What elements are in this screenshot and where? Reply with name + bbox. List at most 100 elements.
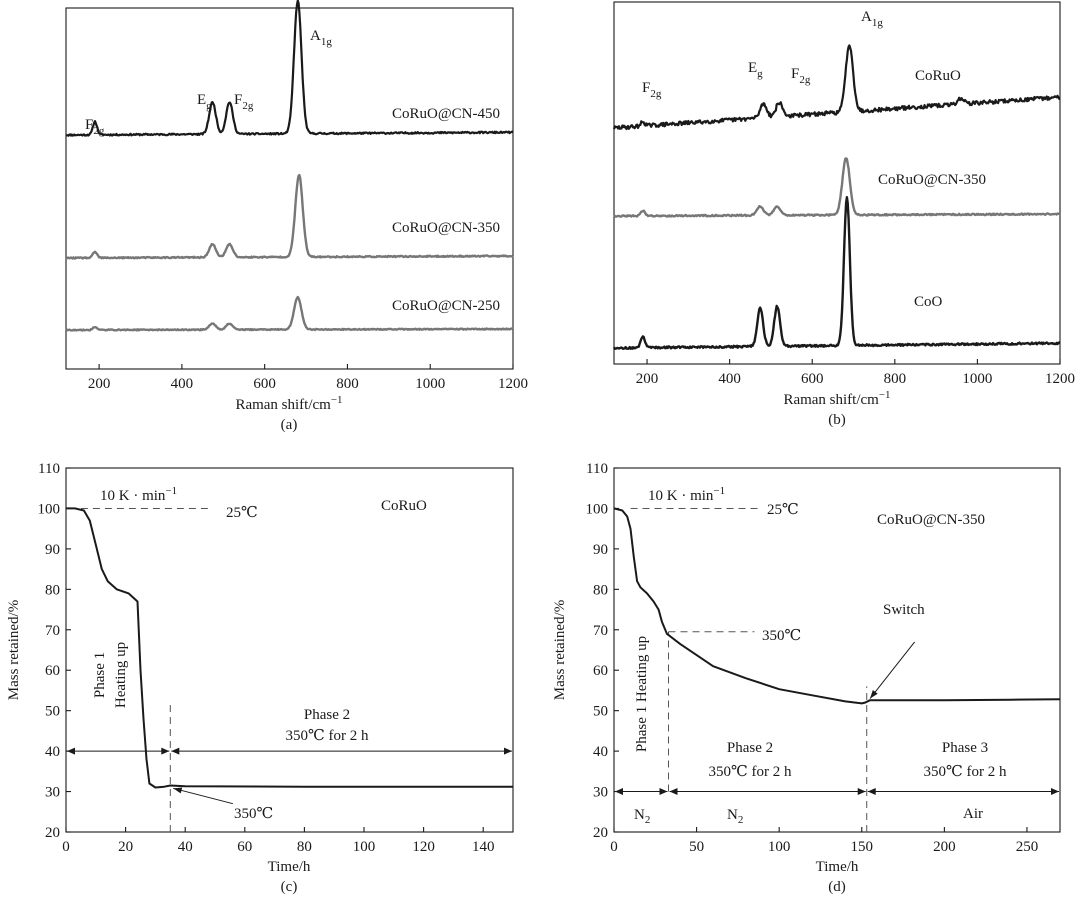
- panel-caption: (d): [828, 879, 846, 895]
- gas-air-label: Air: [963, 806, 983, 822]
- y-tick-label: 90: [45, 542, 60, 558]
- x-tick-label: 1000: [962, 371, 992, 387]
- x-tick-label: 1000: [415, 376, 445, 392]
- start-temp-label: 25℃: [767, 502, 799, 518]
- y-tick-label: 70: [45, 623, 60, 639]
- sample-label: CoRuO: [381, 498, 427, 514]
- end-temp-label: 350℃: [234, 806, 273, 822]
- x-tick-label: 250: [1016, 839, 1039, 855]
- sample-label: CoRuO@CN-350: [877, 512, 985, 528]
- x-tick-label: 1200: [1045, 371, 1075, 387]
- gas-n2-label: N2: [727, 807, 743, 826]
- series-coruo-cn-350: [613, 507, 1061, 705]
- x-axis-title: Raman shift/cm−1: [783, 389, 890, 408]
- arrow-head: [173, 787, 183, 794]
- y-axis-title: Mass retained/%: [6, 600, 22, 700]
- start-temp-label: 25℃: [226, 505, 258, 521]
- panel-caption: (c): [281, 879, 298, 895]
- x-axis-ticks: 200 400 600 800 1000 1200: [636, 359, 1075, 387]
- series-coruo-cn-350: [613, 157, 1061, 218]
- arrow-head: [161, 747, 170, 755]
- x-tick-label: 20: [118, 839, 133, 855]
- peak-label: A1g: [861, 9, 883, 29]
- arrow-head: [669, 788, 678, 796]
- x-tick-label: 40: [178, 839, 193, 855]
- x-tick-label: 50: [689, 839, 704, 855]
- panel-b-raman: 200 400 600 800 1000 1200 CoRuOCoRuO@CN-350Co…: [612, 1, 1075, 428]
- x-tick-label: 1200: [498, 376, 528, 392]
- y-tick-label: 100: [38, 501, 61, 517]
- temp-label: 350℃: [762, 628, 801, 644]
- series-label: CoRuO@CN-250: [392, 298, 500, 314]
- series-coruo: [612, 44, 1061, 131]
- x-tick-label: 80: [297, 839, 312, 855]
- y-tick-label: 20: [45, 825, 60, 841]
- x-tick-label: 140: [472, 839, 495, 855]
- series-label: CoRuO@CN-350: [878, 172, 986, 188]
- x-axis-ticks: 200 400 600 800 1000 1200: [88, 364, 528, 392]
- y-tick-label: 80: [45, 582, 60, 598]
- arrow-head: [504, 747, 512, 755]
- raman-curves: CoRuO@CN-450 CoRuO@CN-350 CoRuO@CN-250: [65, 0, 514, 332]
- peak-label: F2g: [791, 66, 811, 86]
- x-axis-title: Raman shift/cm−1: [235, 394, 342, 413]
- x-tick-label: 0: [610, 839, 618, 855]
- y-tick-label: 90: [593, 542, 608, 558]
- x-axis-title: Time/h: [816, 859, 859, 875]
- x-axis-title: Time/h: [268, 859, 311, 875]
- series-coruo: [66, 507, 513, 789]
- y-tick-label: 110: [586, 461, 608, 477]
- pointer-line: [173, 787, 234, 805]
- plot-frame: [613, 467, 1061, 833]
- gas-n2-label: N2: [634, 807, 650, 826]
- arrow-head: [659, 788, 668, 796]
- plot-frame: [65, 467, 514, 833]
- peak-label: A1g: [310, 28, 332, 48]
- arrow-head: [870, 689, 878, 699]
- panel-caption: (a): [281, 417, 298, 433]
- y-tick-label: 30: [45, 785, 60, 801]
- panel-a-raman: 200 400 600 800 1000 1200 CoRuO@CN-450CoRuO@C…: [65, 0, 528, 433]
- heating-rate-label: 10 K · min−1: [100, 485, 177, 504]
- panel-caption: (b): [828, 412, 846, 428]
- series-label: CoRuO@CN-450: [392, 106, 500, 122]
- series-label: CoO: [914, 294, 943, 310]
- raman-curves: CoRuO CoRuO@CN-350 CoO: [612, 44, 1061, 350]
- x-tick-label: 200: [933, 839, 956, 855]
- phase-arrows: [615, 641, 1059, 796]
- phase1-label: Phase 1: [92, 652, 108, 698]
- y-tick-label: 100: [586, 501, 609, 517]
- arrow-head: [615, 788, 623, 796]
- series-label: CoRuO@CN-350: [392, 220, 500, 236]
- arrow-head: [67, 747, 75, 755]
- x-tick-label: 800: [336, 376, 359, 392]
- peak-label: F2g: [85, 117, 105, 137]
- y-tick-label: 50: [593, 704, 608, 720]
- x-tick-label: 800: [884, 371, 907, 387]
- peak-label: F2g: [642, 80, 662, 100]
- pointer-line: [869, 641, 916, 699]
- phase1-label: Phase 1 Heating up: [634, 636, 650, 752]
- heating-rate-label: 10 K · min−1: [648, 485, 725, 504]
- phase1-desc: Heating up: [113, 642, 129, 708]
- series-coo: [612, 196, 1061, 350]
- y-tick-label: 60: [45, 663, 60, 679]
- arrow-head: [1051, 788, 1059, 796]
- y-tick-label: 40: [593, 744, 608, 760]
- x-tick-label: 600: [253, 376, 276, 392]
- plot-frame: [613, 1, 1061, 365]
- series-label: CoRuO: [915, 68, 961, 84]
- phase2-label: Phase 2: [727, 740, 773, 756]
- x-tick-label: 150: [851, 839, 874, 855]
- y-tick-label: 40: [45, 744, 60, 760]
- y-tick-label: 70: [593, 623, 608, 639]
- peak-label: Eg: [197, 92, 212, 112]
- y-tick-label: 50: [45, 704, 60, 720]
- x-tick-label: 100: [353, 839, 376, 855]
- series-coruo-cn-250: [65, 295, 514, 332]
- phase2-desc: 350℃ for 2 h: [285, 728, 369, 744]
- arrow-head: [867, 788, 876, 796]
- phase3-desc: 350℃ for 2 h: [923, 764, 1007, 780]
